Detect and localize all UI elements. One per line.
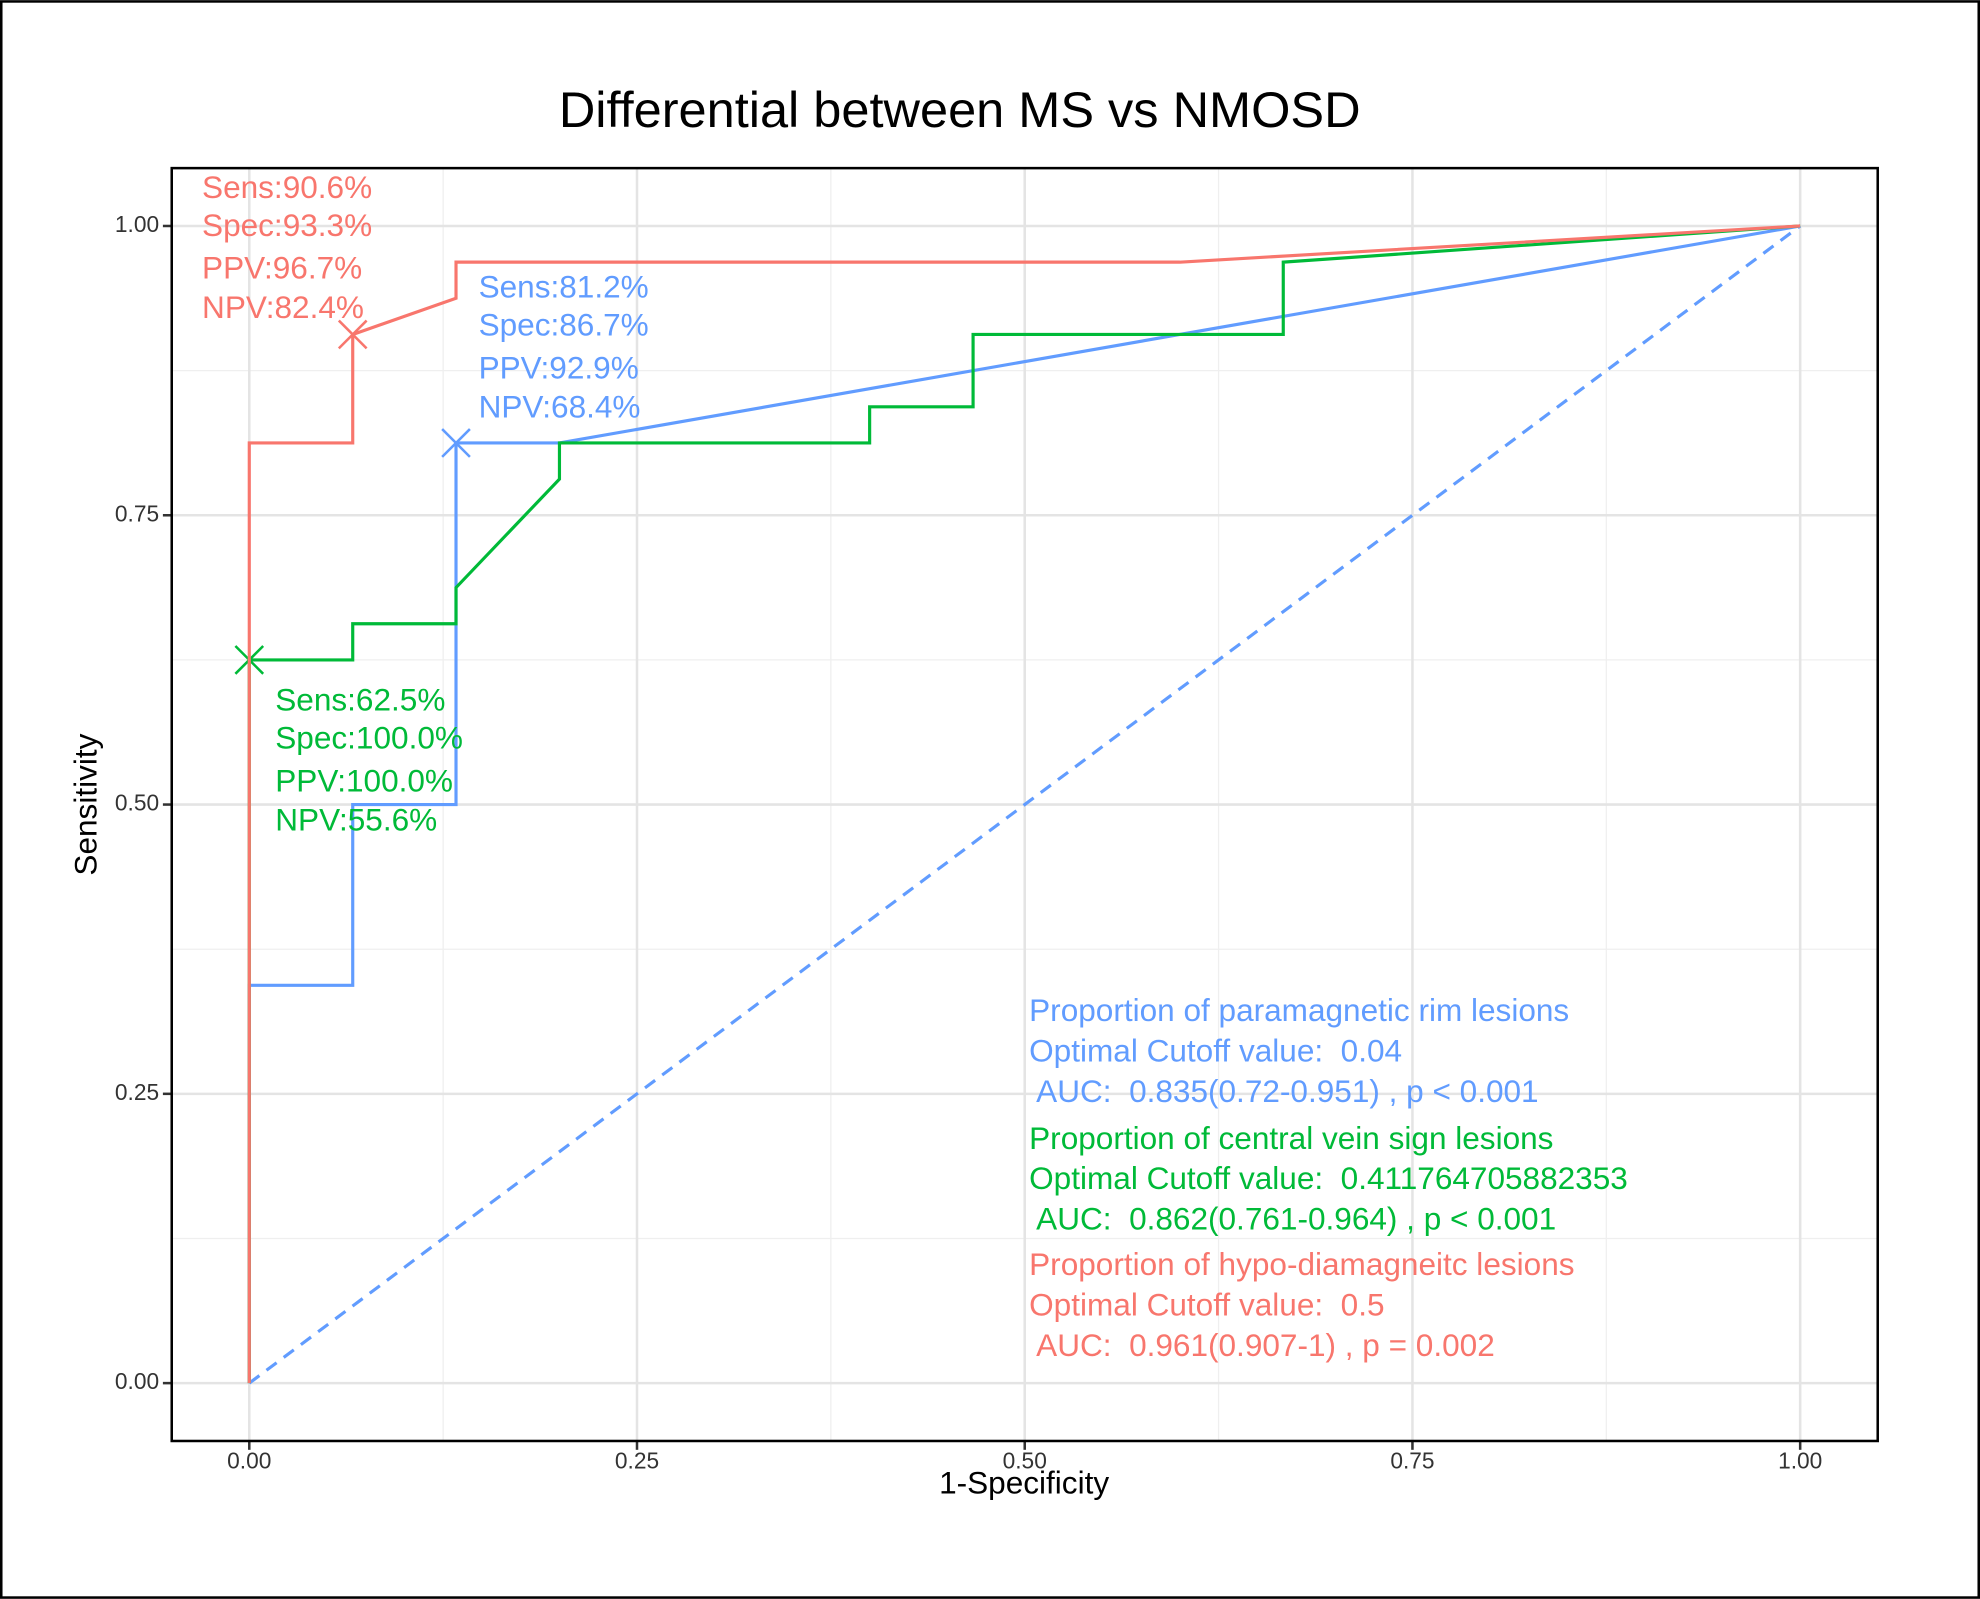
y-tick-label: 0.25 — [115, 1079, 159, 1105]
y-axis-label: Sensitivity — [68, 733, 104, 875]
roc-line — [247, 224, 1801, 1384]
legend-detail: Optimal Cutoff value: 0.5 — [1029, 1286, 1384, 1322]
y-tick-label: 0.00 — [115, 1368, 159, 1394]
point-label: NPV:82.4% — [202, 289, 364, 325]
point-label: PPV:100.0% — [275, 762, 453, 798]
y-tick-label: 0.75 — [115, 500, 159, 526]
point-label: PPV:96.7% — [202, 250, 362, 286]
point-label: Sens:81.2% — [479, 269, 649, 305]
x-tick-label: 0.50 — [1003, 1447, 1047, 1473]
plot-marks — [234, 224, 1802, 1385]
y-tick-label: 1.00 — [115, 211, 159, 237]
legend-detail: Optimal Cutoff value: 0.411764705882353 — [1029, 1160, 1628, 1196]
point-label: Sens:90.6% — [202, 169, 372, 205]
legend-detail: AUC: 0.835(0.72-0.951) , p < 0.001 — [1029, 1073, 1538, 1109]
x-tick-label: 1.00 — [1778, 1447, 1822, 1473]
reference-line — [248, 224, 1802, 1385]
legend-entry: Proportion of central vein sign lesions — [1029, 1120, 1553, 1156]
point-label: Spec:93.3% — [202, 207, 372, 243]
roc-line — [247, 224, 1801, 1384]
optimal-point — [441, 428, 471, 458]
chart-title: Differential between MS vs NMOSD — [559, 81, 1361, 138]
legend-entry: Proportion of paramagnetic rim lesions — [1029, 992, 1569, 1028]
panel-border — [170, 166, 1879, 1443]
point-label: Sens:62.5% — [275, 682, 445, 718]
x-tick-label: 0.00 — [227, 1447, 271, 1473]
point-label: Spec:100.0% — [275, 719, 463, 755]
point-label: Spec:86.7% — [479, 307, 649, 343]
legend-detail: AUC: 0.961(0.907-1) , p = 0.002 — [1029, 1327, 1495, 1363]
legend-detail: Optimal Cutoff value: 0.04 — [1029, 1033, 1402, 1069]
roc-line — [247, 224, 1801, 1384]
point-label: NPV:55.6% — [275, 802, 437, 838]
optimal-point — [337, 319, 368, 350]
legend-entry: Proportion of hypo-diamagneitc lesions — [1029, 1246, 1574, 1282]
y-tick-label: 0.50 — [115, 790, 159, 816]
legend-detail: AUC: 0.862(0.761-0.964) , p < 0.001 — [1029, 1201, 1556, 1237]
annotations: 0.00 0.25 0.50 0.75 1.00 0.00 0.25 0.50 0.75 1.00… — [115, 169, 1822, 1474]
x-tick-label: 0.25 — [615, 1447, 659, 1473]
x-tick-label: 0.75 — [1390, 1447, 1434, 1473]
x-axis-label: 1-Specificity — [939, 1465, 1109, 1501]
point-label: NPV:68.4% — [479, 389, 641, 425]
point-label: PPV:92.9% — [479, 350, 639, 386]
